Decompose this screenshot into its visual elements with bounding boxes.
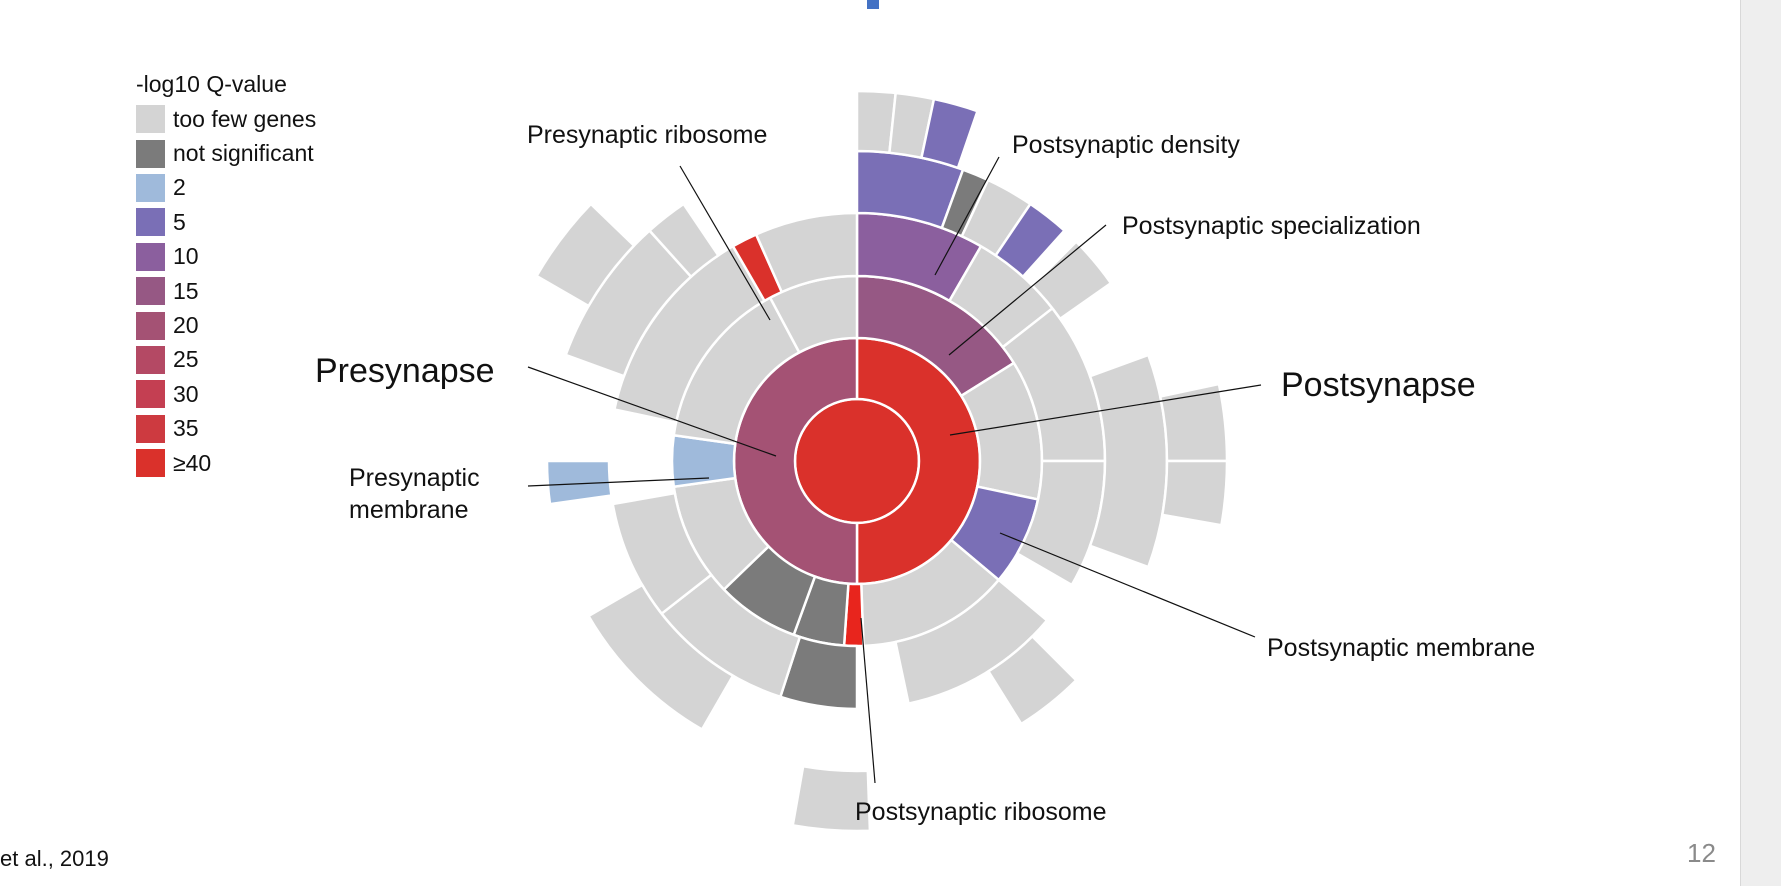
label-postsynaptic-density: Postsynaptic density: [1012, 131, 1240, 159]
leader-line: [679, 165, 771, 321]
legend-item: 5: [136, 205, 316, 239]
legend-label: 10: [173, 243, 199, 270]
legend-item: 2: [136, 171, 316, 205]
page-number: 12: [1687, 838, 1716, 868]
legend-item: not significant: [136, 136, 316, 170]
segment: [1161, 459, 1229, 527]
segment: [791, 765, 872, 833]
legend-item: 30: [136, 377, 316, 411]
label-presynaptic-ribosome: Presynaptic ribosome: [527, 121, 767, 149]
segment: [994, 202, 1066, 278]
segment: [535, 202, 636, 308]
legend-label: 2: [173, 174, 186, 201]
legend-swatch: [136, 242, 165, 271]
legend-swatch: [136, 345, 165, 374]
legend-item: 25: [136, 343, 316, 377]
title-fragment: [867, 0, 879, 9]
label-presynapse: Presynapse: [315, 352, 495, 390]
legend-label: 20: [173, 312, 199, 339]
leader-line: [934, 156, 1000, 276]
legend-label: 30: [173, 380, 199, 407]
label-postsynaptic-membrane: Postsynaptic membrane: [1267, 634, 1535, 662]
legend-label: 25: [173, 346, 199, 373]
legend-item: 10: [136, 240, 316, 274]
sunburst-segments: [535, 89, 1229, 833]
legend-title: -log10 Q-value: [136, 71, 287, 97]
segment: [920, 97, 979, 170]
leader-lines: [527, 156, 1262, 784]
legend-swatch: [136, 173, 165, 202]
legend-swatch: [136, 380, 165, 409]
label-postsynaptic-ribosome: Postsynaptic ribosome: [855, 798, 1107, 826]
leader-line: [527, 477, 710, 487]
legend-label: 5: [173, 208, 186, 235]
leader-line: [527, 366, 777, 457]
legend-item: too few genes: [136, 102, 316, 136]
legend-label: not significant: [173, 140, 314, 167]
segment: [587, 583, 735, 731]
slide-edge: [1740, 0, 1781, 886]
legend: -log10 Q-value too few genes not signific…: [136, 70, 316, 480]
legend-item: ≥40: [136, 446, 316, 480]
leader-line: [949, 384, 1262, 436]
label-presynaptic-membrane-2: membrane: [349, 496, 469, 524]
legend-swatch: [136, 139, 165, 168]
label-postsynaptic-specialization: Postsynaptic specialization: [1122, 212, 1421, 240]
legend-swatch: [136, 105, 165, 134]
legend-swatch: [136, 449, 165, 478]
legend-items: too few genes not significant 2 5 10 15 20 25 30…: [136, 102, 316, 480]
label-postsynapse: Postsynapse: [1281, 366, 1476, 404]
legend-label: too few genes: [173, 105, 317, 132]
label-presynaptic-membrane-1: Presynaptic: [349, 464, 480, 492]
legend-item: 15: [136, 274, 316, 308]
legend-swatch: [136, 311, 165, 340]
legend-label: ≥40: [173, 449, 212, 476]
leader-line: [860, 617, 876, 784]
legend-swatch: [136, 277, 165, 306]
segment: [1031, 240, 1113, 321]
legend-swatch: [136, 414, 165, 443]
legend-label: 35: [173, 415, 199, 442]
leader-line: [948, 224, 1107, 356]
segment: [754, 211, 859, 294]
segment: [648, 202, 720, 278]
legend-label: 15: [173, 277, 199, 304]
legend-swatch: [136, 208, 165, 237]
citation: et al., 2019: [0, 846, 109, 871]
segment: [611, 491, 713, 615]
segment: [987, 635, 1078, 726]
segment: [545, 459, 613, 506]
leader-line: [999, 532, 1256, 638]
legend-item: 20: [136, 308, 316, 342]
legend-item: 35: [136, 412, 316, 446]
